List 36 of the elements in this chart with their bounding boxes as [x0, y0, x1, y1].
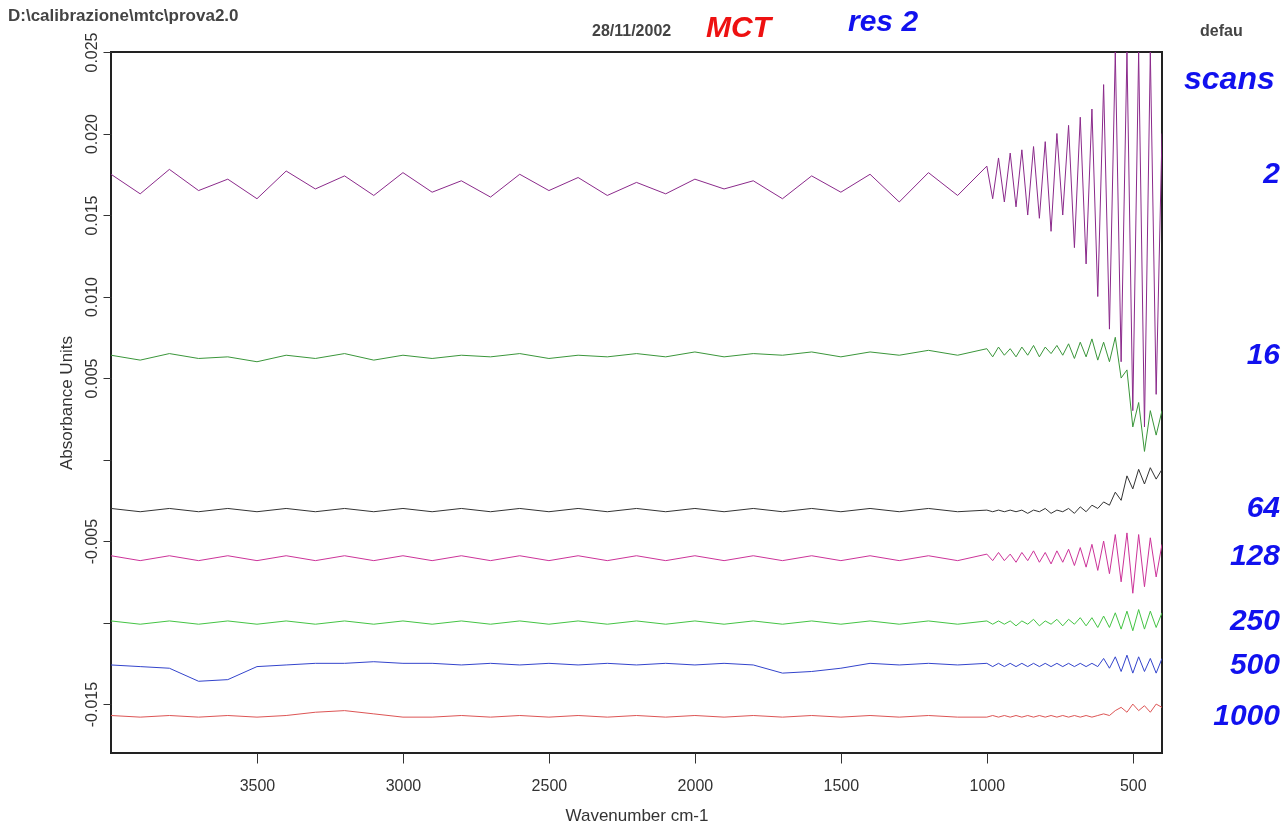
x-tick-label: 3000 — [385, 776, 422, 794]
text: defau — [1200, 22, 1243, 40]
text: 64 — [1246, 490, 1281, 524]
y-axis-title: Absorbance Units — [56, 335, 76, 471]
x-tick-label: 2000 — [677, 776, 714, 794]
line-series — [111, 703, 1162, 718]
y-tick-label: 0.020 — [82, 113, 100, 155]
text: 2 — [1262, 156, 1281, 190]
x-tick-label: 1000 — [969, 776, 1006, 794]
x-tick-label: 1500 — [823, 776, 860, 794]
text: 250 — [1228, 602, 1281, 636]
x-axis-title: Wavenumber cm-1 — [565, 805, 709, 825]
line-series — [111, 467, 1162, 514]
text: 16 — [1246, 337, 1281, 371]
x-tick-label: 2500 — [531, 776, 568, 794]
y-tick-label: 0.025 — [82, 32, 100, 73]
line-series — [111, 336, 1162, 452]
x-tick-label: 3500 — [239, 776, 276, 794]
text: res 2 — [848, 4, 919, 38]
chart-title: D:\calibrazione\mtc\prova2.0 — [8, 6, 239, 26]
legend-title: scans — [1184, 60, 1275, 97]
line-series — [111, 609, 1162, 632]
x-tick-label: 500 — [1119, 776, 1147, 794]
series-label: 1000 — [1213, 697, 1281, 731]
y-tick-label: -0.015 — [82, 681, 100, 728]
line-series — [111, 532, 1162, 594]
y-tick-label: 0.015 — [82, 195, 100, 236]
line-series — [111, 654, 1162, 682]
text: 28/11/2002 — [592, 22, 672, 40]
text: 128 — [1229, 537, 1281, 571]
y-tick-label: 0.010 — [82, 276, 100, 318]
y-tick-label: 0.005 — [82, 358, 100, 399]
y-tick-label: -0.005 — [82, 518, 100, 565]
text: MCT — [706, 10, 771, 44]
text: 500 — [1229, 646, 1281, 680]
line-series — [111, 52, 1162, 428]
